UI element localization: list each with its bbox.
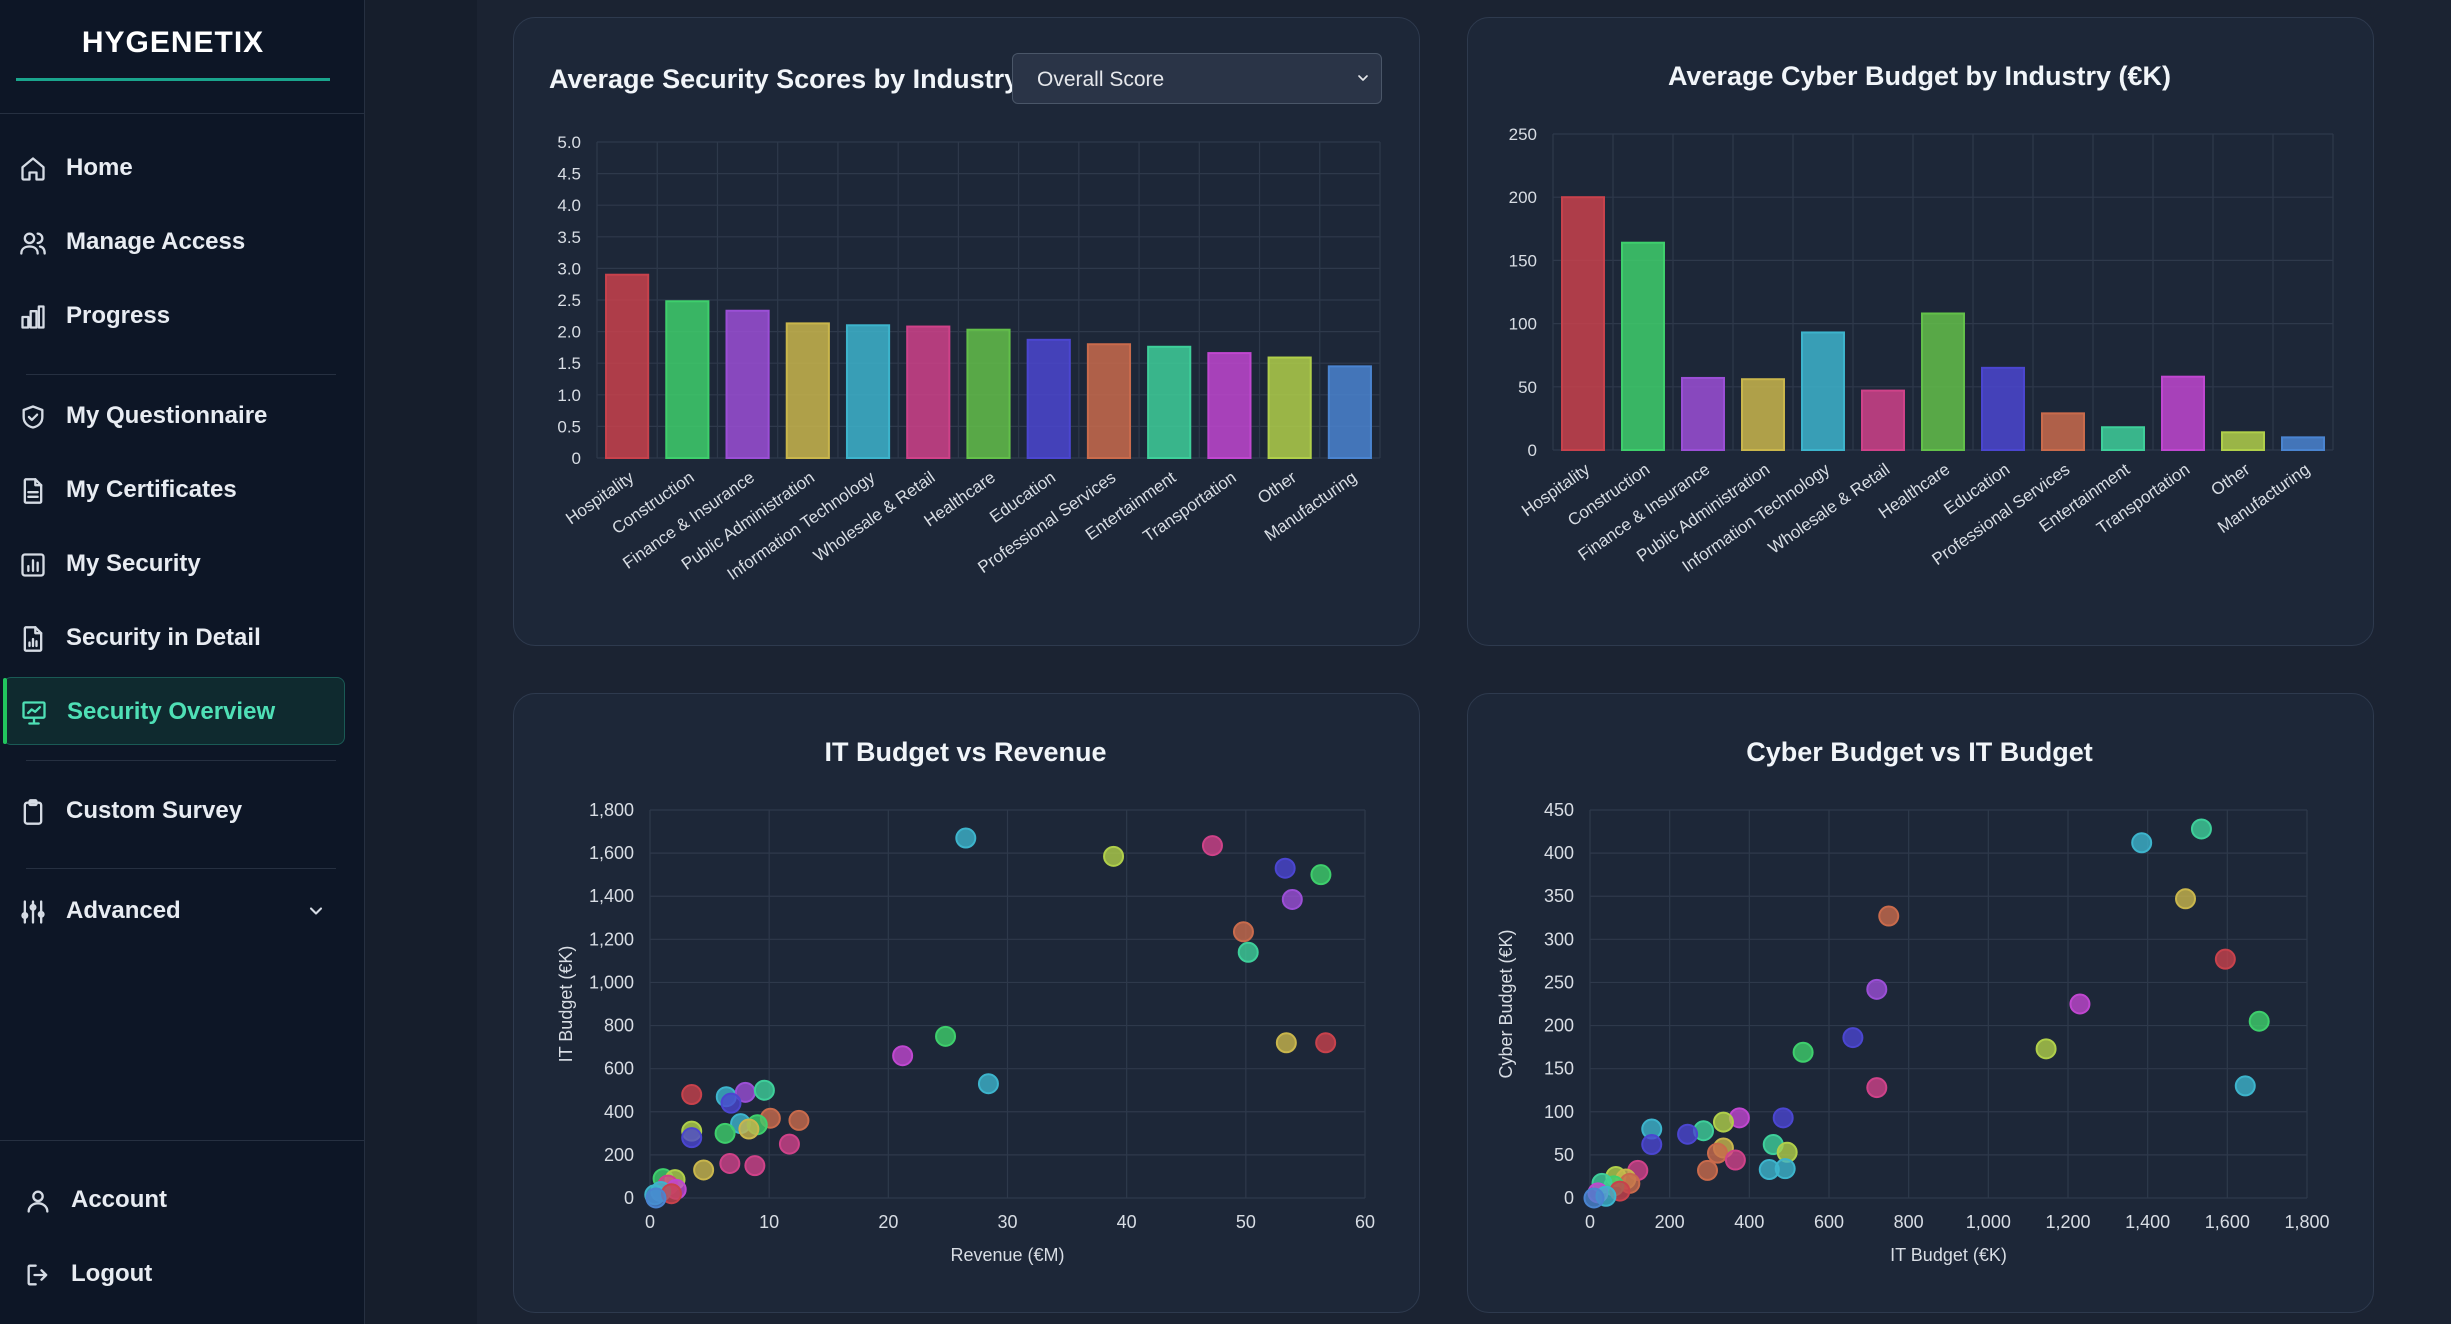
- sidebar-item-manage-access[interactable]: Manage Access: [0, 208, 348, 276]
- sidebar-item-label: Custom Survey: [66, 797, 243, 824]
- sidebar-item-label: Home: [66, 154, 133, 181]
- cyber-budget-card: [1467, 17, 2374, 646]
- security-scores-title: Average Security Scores by Industry: [549, 64, 1020, 94]
- sidebar-item-label: Manage Access: [66, 228, 246, 255]
- brand-divider: [0, 113, 364, 114]
- user-icon: [24, 1187, 52, 1215]
- sidebar-item-label: My Security: [66, 550, 201, 577]
- sidebar-item-home[interactable]: Home: [0, 134, 348, 202]
- sidebar-item-my-questionnaire[interactable]: My Questionnaire: [0, 382, 348, 450]
- sidebar-item-account[interactable]: Account: [5, 1166, 353, 1234]
- sidebar-item-label: Security in Detail: [66, 624, 261, 651]
- sidebar-item-logout[interactable]: Logout: [5, 1240, 353, 1308]
- cyber-budget-title: Average Cyber Budget by Industry (€K): [1667, 61, 2172, 91]
- active-indicator: [3, 678, 7, 744]
- logout-icon: [24, 1261, 52, 1289]
- sidebar-item-label: Progress: [66, 302, 171, 329]
- bar-chart-icon: [19, 303, 47, 331]
- chevron-down-icon[interactable]: [306, 901, 326, 921]
- sidebar-item-security-in-detail[interactable]: Security in Detail: [0, 604, 348, 672]
- clipboard-icon: [19, 798, 47, 826]
- content-gutter: [365, 0, 477, 1324]
- document-icon: [19, 477, 47, 505]
- sidebar-item-custom-survey[interactable]: Custom Survey: [0, 777, 348, 845]
- sidebar-item-label: Account: [71, 1186, 167, 1213]
- security-scores-card: [513, 17, 1420, 646]
- score-type-value: Overall Score: [1037, 68, 1165, 91]
- brand-name: HYGENETIX: [81, 26, 265, 59]
- sidebar-item-security-overview[interactable]: Security Overview: [3, 677, 345, 745]
- presentation-chart-icon: [20, 699, 48, 727]
- sidebar-item-progress[interactable]: Progress: [0, 282, 348, 350]
- nav-divider: [26, 760, 336, 761]
- sidebar-item-my-security[interactable]: My Security: [0, 530, 348, 598]
- sidebar: HYGENETIX Home Manage Access Progress My…: [0, 0, 365, 1324]
- users-icon: [19, 229, 47, 257]
- sidebar-item-label: My Certificates: [66, 476, 237, 503]
- sidebar-item-label: Logout: [71, 1260, 153, 1287]
- chevron-down-icon: [1355, 70, 1371, 86]
- chart-box-icon: [19, 551, 47, 579]
- sliders-icon: [19, 898, 47, 926]
- sidebar-item-my-certificates[interactable]: My Certificates: [0, 456, 348, 524]
- home-icon: [19, 155, 47, 183]
- sidebar-item-advanced[interactable]: Advanced: [0, 877, 348, 945]
- sidebar-item-label: Security Overview: [67, 698, 276, 725]
- nav-divider: [26, 868, 336, 869]
- it-vs-revenue-title: IT Budget vs Revenue: [824, 737, 1107, 767]
- sidebar-item-label: Advanced: [66, 897, 181, 924]
- sidebar-item-label: My Questionnaire: [66, 402, 268, 429]
- shield-check-icon: [19, 403, 47, 431]
- it-vs-revenue-card: [513, 693, 1420, 1313]
- nav-divider: [26, 374, 336, 375]
- footer-divider: [0, 1140, 364, 1141]
- cyber-vs-it-title: Cyber Budget vs IT Budget: [1746, 737, 2093, 767]
- cyber-vs-it-card: [1467, 693, 2374, 1313]
- brand-logo[interactable]: HYGENETIX: [16, 0, 330, 81]
- document-chart-icon: [19, 625, 47, 653]
- score-type-select[interactable]: Overall Score: [1012, 53, 1382, 104]
